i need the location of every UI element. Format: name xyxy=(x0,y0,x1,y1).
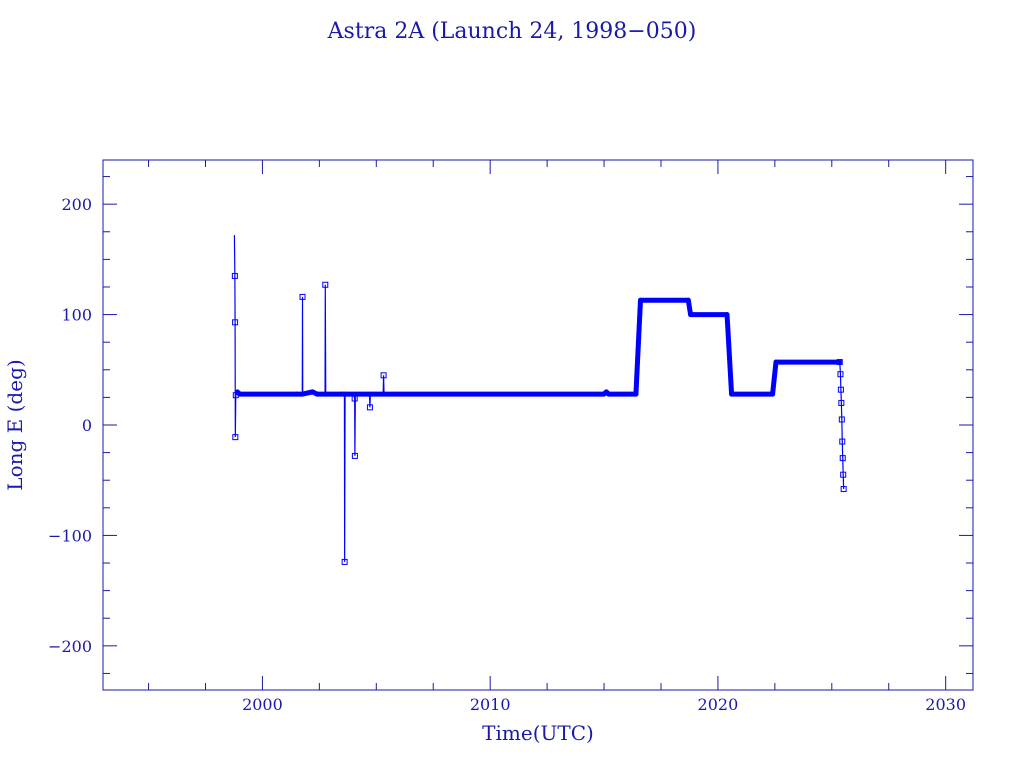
data-point xyxy=(837,386,844,393)
tick-labels: 2000 2010 2020 2030 200 100 0 −100 −200 xyxy=(48,195,966,714)
data-point xyxy=(839,455,846,462)
data-point xyxy=(838,399,845,406)
series-segment xyxy=(724,312,735,397)
data-point xyxy=(231,272,238,279)
data-point xyxy=(351,452,358,459)
series-layer xyxy=(231,235,847,565)
y-tick-label: 200 xyxy=(61,195,92,214)
y-tick-label: −200 xyxy=(48,637,92,656)
chart-title: Astra 2A (Launch 24, 1998−050) xyxy=(327,19,697,44)
series-segment xyxy=(770,359,779,397)
data-point xyxy=(839,438,846,445)
data-point xyxy=(232,434,239,441)
x-tick-label: 2020 xyxy=(698,695,739,714)
data-point xyxy=(232,392,239,399)
data-point xyxy=(838,416,845,423)
data-point xyxy=(366,404,373,411)
data-point xyxy=(341,558,348,565)
x-tick-label: 2030 xyxy=(925,695,966,714)
series-segment xyxy=(633,297,643,397)
data-point xyxy=(232,319,239,326)
data-point xyxy=(380,372,387,379)
data-point xyxy=(840,471,847,478)
data-point xyxy=(840,486,847,493)
axis-ticks xyxy=(103,160,973,690)
data-point xyxy=(351,395,358,402)
data-point xyxy=(299,293,306,300)
y-tick-label: −100 xyxy=(48,526,92,545)
data-point xyxy=(837,371,844,378)
x-tick-label: 2000 xyxy=(242,695,283,714)
y-tick-label: 100 xyxy=(61,306,92,325)
y-tick-label: 0 xyxy=(82,416,92,435)
y-axis-label: Long E (deg) xyxy=(3,359,27,490)
x-axis-label: Time(UTC) xyxy=(482,721,594,745)
x-tick-label: 2010 xyxy=(470,695,511,714)
series-line xyxy=(233,235,845,562)
data-point xyxy=(322,281,329,288)
data-point xyxy=(836,359,843,366)
